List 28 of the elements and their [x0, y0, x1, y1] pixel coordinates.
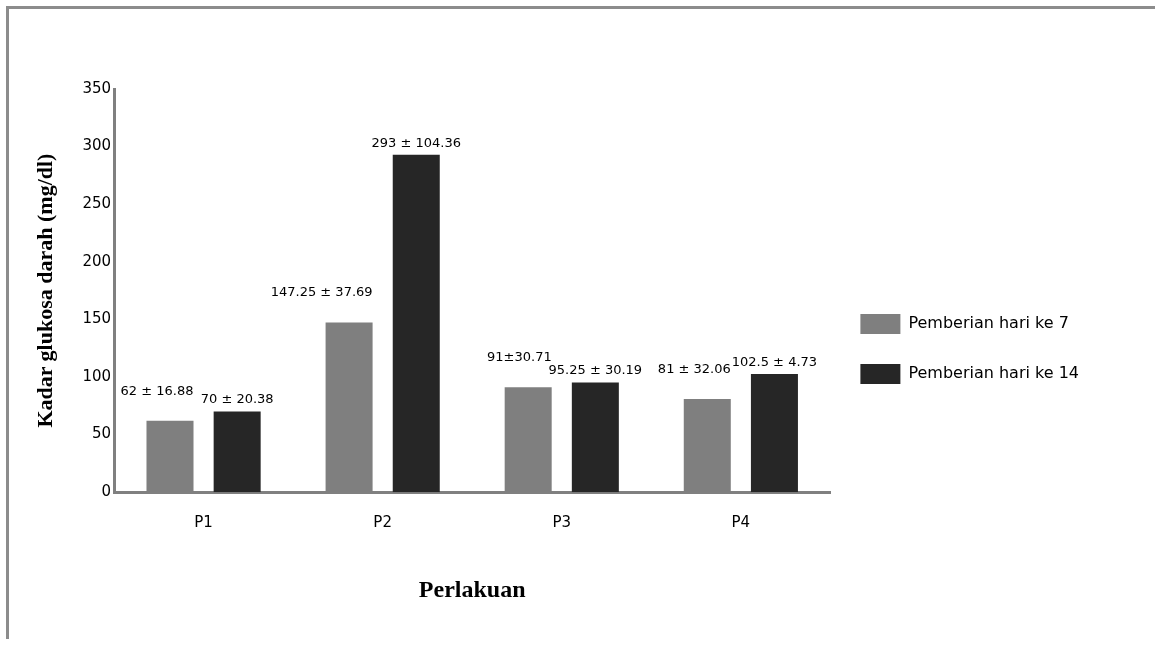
y-tick-label: 200 [82, 251, 112, 270]
y-tick-label: 250 [82, 194, 112, 213]
x-tick-label: P2 [373, 513, 392, 532]
x-tick-label: P1 [194, 513, 213, 532]
y-tick-label: 150 [82, 309, 112, 328]
y-axis-title: Kadar glukosa darah (mg/dl) [31, 153, 57, 428]
x-tick-label: P4 [731, 513, 751, 532]
x-axis-title: Perlakuan [418, 575, 526, 602]
data-label: 102.5 ± 4.73 [731, 353, 818, 369]
legend-label: Pemberian hari ke 14 [908, 363, 1080, 383]
data-label: 62 ± 16.88 [120, 382, 194, 398]
bar [392, 154, 440, 493]
data-label: 81 ± 32.06 [657, 360, 731, 376]
y-tick-label: 100 [82, 366, 112, 385]
legend-label: Pemberian hari ke 7 [908, 313, 1069, 333]
data-label: 147.25 ± 37.69 [270, 284, 373, 300]
y-tick-label: 50 [91, 424, 112, 443]
data-label: 95.25 ± 30.19 [548, 362, 643, 378]
y-tick-label: 300 [82, 136, 112, 155]
y-tick-label: 350 [82, 78, 112, 97]
data-label: 91±30.71 [487, 349, 552, 365]
bar [571, 382, 619, 493]
data-label: 70 ± 20.38 [200, 391, 274, 407]
bar [213, 411, 261, 493]
y-tick-label: 0 [101, 482, 112, 501]
data-label: 293 ± 104.36 [371, 134, 461, 150]
bar [750, 374, 798, 493]
x-tick-label: P3 [552, 513, 572, 532]
